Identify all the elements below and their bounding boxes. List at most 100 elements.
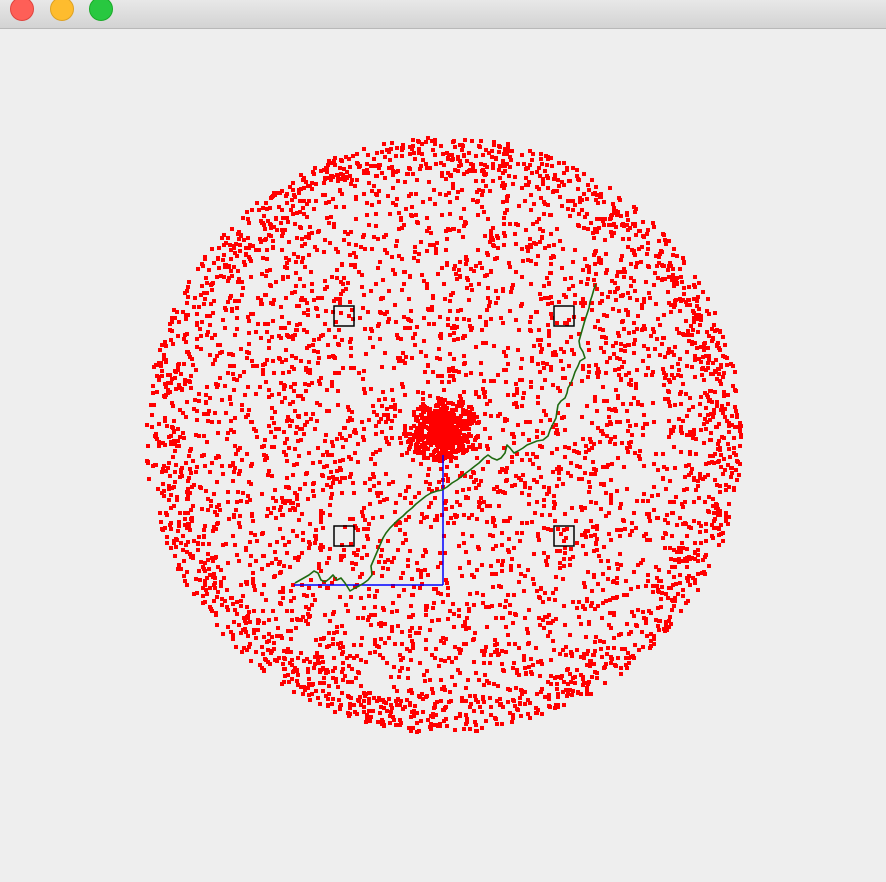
particle — [510, 286, 514, 290]
particle — [393, 272, 397, 276]
particle — [685, 414, 689, 418]
particle — [523, 702, 527, 706]
particle — [558, 239, 562, 243]
particle — [688, 433, 692, 437]
particle — [622, 465, 626, 469]
particle — [646, 347, 650, 351]
particle — [301, 692, 305, 696]
particle — [433, 705, 437, 709]
particle — [181, 310, 185, 314]
particle — [450, 505, 454, 509]
particle — [464, 373, 468, 377]
zoom-icon[interactable] — [89, 0, 113, 21]
particle — [351, 481, 355, 485]
particle — [467, 561, 471, 565]
particle — [372, 184, 376, 188]
particle — [428, 197, 432, 201]
particle — [391, 173, 395, 177]
particle — [595, 537, 599, 541]
particle — [548, 513, 552, 517]
minimize-icon[interactable] — [50, 0, 74, 21]
particle — [379, 705, 383, 709]
particle — [642, 297, 646, 301]
particle — [182, 436, 186, 440]
particle — [658, 252, 662, 256]
particle — [593, 395, 597, 399]
particle — [151, 391, 155, 395]
particle — [310, 289, 314, 293]
particle — [322, 465, 326, 469]
particle — [244, 621, 248, 625]
particle — [627, 661, 631, 665]
particle — [668, 546, 672, 550]
particle — [608, 217, 612, 221]
particle — [362, 699, 366, 703]
particle — [692, 297, 696, 301]
particle — [403, 326, 407, 330]
particle — [327, 159, 331, 163]
particle — [269, 234, 273, 238]
particle — [265, 248, 269, 252]
particle — [602, 545, 606, 549]
particle — [706, 395, 710, 399]
title-bar[interactable] — [0, 0, 886, 29]
particle — [458, 394, 462, 398]
particle — [709, 372, 713, 376]
particle — [602, 223, 606, 227]
particle — [704, 368, 708, 372]
particle — [664, 373, 668, 377]
particle — [384, 436, 388, 440]
particle — [386, 558, 390, 562]
particle — [267, 395, 271, 399]
particle — [526, 642, 530, 646]
particle — [626, 429, 630, 433]
particle — [616, 567, 620, 571]
particle — [436, 618, 440, 622]
particle — [400, 257, 404, 261]
particle — [390, 419, 394, 423]
particle — [278, 601, 282, 605]
particle — [174, 463, 178, 467]
particle — [681, 382, 685, 386]
particle — [425, 669, 429, 673]
particle — [494, 289, 498, 293]
particle — [215, 354, 219, 358]
particle — [725, 363, 729, 367]
particle — [229, 630, 233, 634]
particle — [568, 672, 572, 676]
particle — [185, 490, 189, 494]
particle — [632, 511, 636, 515]
particle — [474, 345, 478, 349]
particle — [677, 368, 681, 372]
particle — [209, 283, 213, 287]
particle — [172, 504, 176, 508]
particle — [508, 711, 512, 715]
particle — [595, 548, 599, 552]
particle — [372, 410, 376, 414]
particle — [506, 700, 510, 704]
close-icon[interactable] — [10, 0, 34, 21]
particle — [333, 666, 337, 670]
particle — [693, 581, 697, 585]
particle — [436, 591, 440, 595]
particle — [626, 419, 630, 423]
particle — [364, 352, 368, 356]
particle — [485, 308, 489, 312]
particle — [342, 167, 346, 171]
particle — [240, 650, 244, 654]
particle — [614, 388, 618, 392]
particle — [419, 405, 423, 409]
particle — [621, 237, 625, 241]
particle — [254, 330, 258, 334]
particle — [425, 166, 429, 170]
particle — [232, 470, 236, 474]
particle — [335, 625, 339, 629]
particle — [617, 367, 621, 371]
particle — [408, 167, 412, 171]
simulation-canvas[interactable] — [0, 30, 886, 882]
particle — [421, 697, 425, 701]
particle — [162, 357, 166, 361]
particle — [345, 170, 349, 174]
particle — [684, 464, 688, 468]
particle — [469, 371, 473, 375]
